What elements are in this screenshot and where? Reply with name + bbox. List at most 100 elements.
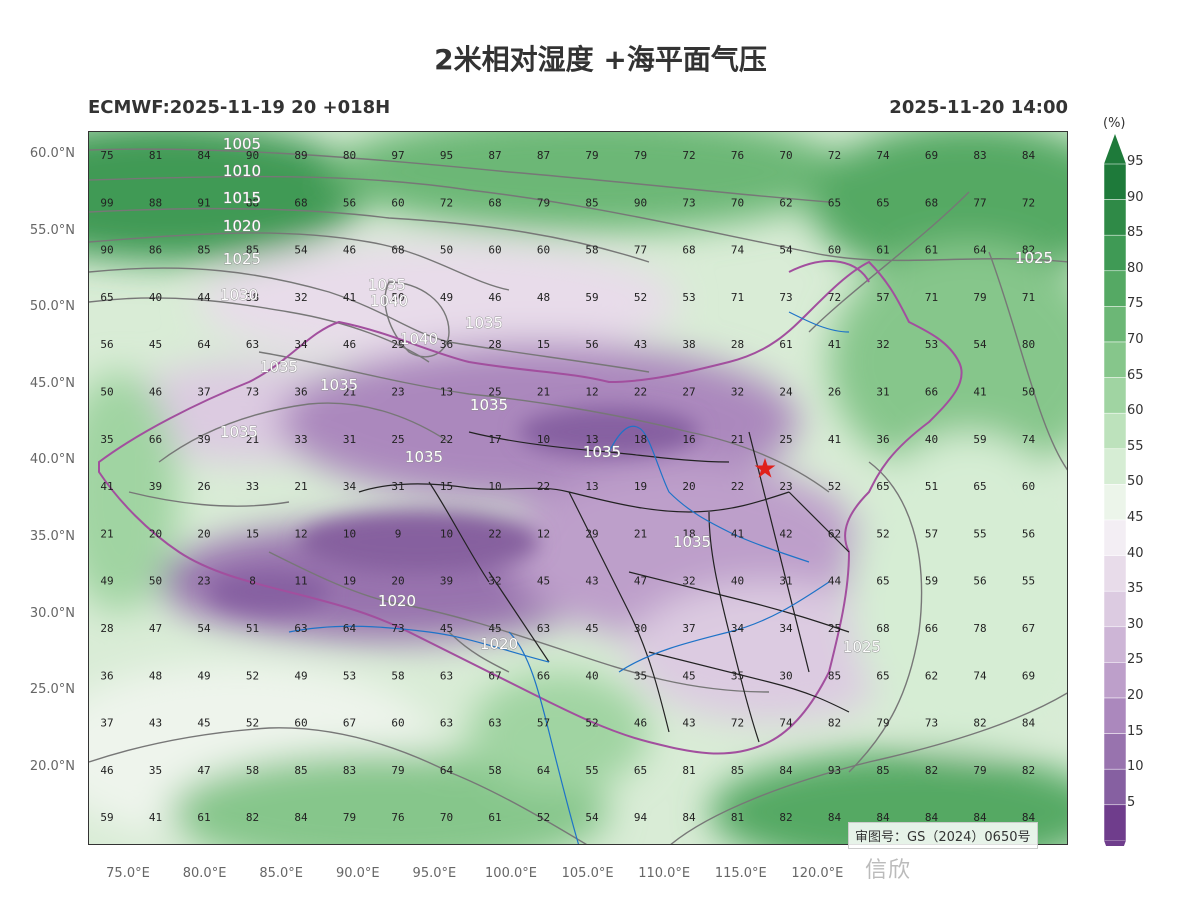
colorbar-tick-label: 95 — [1127, 154, 1144, 169]
humidity-value: 72 — [440, 196, 453, 209]
humidity-value: 46 — [343, 338, 356, 351]
isobar-label: 1035 — [368, 276, 406, 294]
humidity-value: 74 — [1022, 433, 1036, 446]
humidity-value: 10 — [488, 480, 501, 493]
humidity-value: 70 — [440, 811, 453, 824]
humidity-value: 59 — [925, 575, 938, 588]
isobar-label: 1010 — [223, 162, 261, 180]
colorbar-tick-label: 35 — [1127, 581, 1144, 597]
humidity-value: 46 — [100, 764, 113, 777]
humidity-value: 21 — [343, 386, 356, 399]
humidity-value: 68 — [876, 622, 889, 635]
humidity-value: 56 — [973, 575, 986, 588]
humidity-value: 46 — [634, 717, 647, 730]
humidity-value: 28 — [731, 338, 744, 351]
latitude-tick-label: 40.0°N — [29, 452, 75, 468]
humidity-value: 39 — [197, 433, 210, 446]
humidity-value: 72 — [828, 291, 841, 304]
humidity-value: 50 — [149, 575, 162, 588]
humidity-value: 59 — [973, 433, 986, 446]
colorbar — [1103, 134, 1127, 846]
humidity-value: 81 — [731, 811, 744, 824]
isobar-label: 1040 — [400, 330, 438, 348]
humidity-value: 21 — [731, 433, 744, 446]
humidity-value: 43 — [149, 717, 162, 730]
humidity-value: 43 — [682, 717, 695, 730]
humidity-value: 13 — [440, 386, 453, 399]
humidity-value: 43 — [634, 338, 647, 351]
humidity-value: 65 — [634, 764, 647, 777]
humidity-value: 29 — [585, 527, 598, 540]
isobar-label: 1040 — [370, 292, 408, 310]
humidity-value: 60 — [391, 717, 404, 730]
humidity-value: 33 — [246, 480, 259, 493]
humidity-value: 15 — [537, 338, 550, 351]
humidity-value: 60 — [537, 244, 550, 257]
humidity-value: 20 — [149, 527, 162, 540]
humidity-value: 25 — [828, 622, 841, 635]
humidity-value: 63 — [440, 717, 453, 730]
humidity-value: 45 — [682, 669, 695, 682]
colorbar-tick-label: 75 — [1127, 296, 1144, 312]
colorbar-tick-label: 55 — [1127, 438, 1144, 454]
humidity-value: 85 — [876, 764, 889, 777]
humidity-map: 75 81 84 90 89 80 97 95 87 87 79 79 72 76 70 72 74 69 83 84… — [89, 132, 1067, 844]
humidity-value: 58 — [488, 764, 501, 777]
humidity-value: 79 — [634, 149, 647, 162]
humidity-value: 21 — [537, 386, 550, 399]
humidity-value: 67 — [1022, 622, 1035, 635]
humidity-value: 79 — [973, 764, 986, 777]
colorbar-segment — [1103, 412, 1127, 450]
isobar-label: 1035 — [583, 443, 621, 461]
humidity-value: 80 — [1022, 338, 1035, 351]
humidity-value: 73 — [779, 291, 792, 304]
latitude-tick-label: 30.0°N — [29, 605, 75, 621]
humidity-value: 32 — [682, 575, 695, 588]
humidity-value: 10 — [537, 433, 550, 446]
humidity-value: 15 — [246, 527, 259, 540]
humidity-value: 64 — [440, 764, 454, 777]
humidity-value: 41 — [828, 338, 841, 351]
humidity-value: 99 — [100, 196, 113, 209]
humidity-value: 52 — [246, 669, 259, 682]
isobar-label: 1035 — [405, 448, 443, 466]
isobar-label: 1025 — [843, 638, 881, 656]
humidity-value: 31 — [343, 433, 356, 446]
humidity-value: 50 — [391, 291, 404, 304]
humidity-value: 60 — [391, 196, 404, 209]
humidity-value: 22 — [440, 433, 453, 446]
humidity-value: 40 — [925, 433, 938, 446]
humidity-value: 31 — [876, 386, 889, 399]
colorbar-tick-label: 45 — [1127, 510, 1144, 525]
humidity-value: 22 — [731, 480, 744, 493]
humidity-value: 65 — [100, 291, 113, 304]
isobar-label: 1035 — [220, 423, 258, 441]
map-approval-number: 审图号：GS（2024）0650号 — [848, 822, 1038, 849]
humidity-value: 46 — [488, 291, 501, 304]
humidity-value: 90 — [634, 196, 647, 209]
colorbar-segment — [1103, 768, 1127, 806]
humidity-value: 52 — [876, 527, 889, 540]
humidity-value: 28 — [488, 338, 501, 351]
humidity-value: 66 — [925, 622, 938, 635]
humidity-value: 63 — [246, 338, 259, 351]
humidity-value: 52 — [585, 717, 598, 730]
humidity-value: 49 — [294, 669, 307, 682]
humidity-value: 79 — [343, 811, 356, 824]
humidity-value: 70 — [731, 196, 744, 209]
humidity-value: 50 — [1022, 386, 1035, 399]
humidity-value: 77 — [634, 244, 647, 257]
humidity-value: 20 — [682, 480, 695, 493]
isobar-label: 1030 — [220, 286, 258, 304]
humidity-value: 68 — [925, 196, 938, 209]
humidity-value: 32 — [731, 386, 744, 399]
humidity-value: 95 — [440, 149, 453, 162]
humidity-value: 36 — [100, 669, 113, 682]
humidity-value: 52 — [634, 291, 647, 304]
humidity-value: 91 — [197, 196, 210, 209]
colorbar-tick-label: 70 — [1127, 332, 1144, 347]
humidity-value: 60 — [294, 717, 307, 730]
humidity-value: 40 — [149, 291, 162, 304]
humidity-value: 79 — [537, 196, 550, 209]
humidity-value: 87 — [537, 149, 550, 162]
